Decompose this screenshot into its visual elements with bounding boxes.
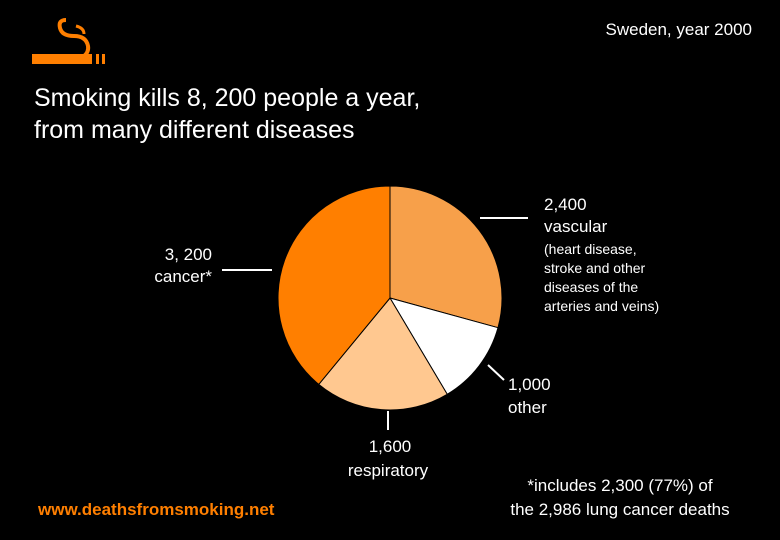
- vascular-detail: (heart disease, stroke and other disease…: [544, 240, 659, 316]
- title-line-2: from many different diseases: [34, 116, 355, 144]
- page-title: Smoking kills 8, 200 people a year, from…: [34, 82, 420, 146]
- pie-slice-vascular: [389, 185, 503, 329]
- pie-slice-respiratory: [318, 297, 448, 411]
- leader-other: [487, 364, 505, 381]
- respiratory-value-label: 1,600: [368, 437, 412, 456]
- footnote-line-1: *includes 2,300 (77%) of: [527, 476, 713, 495]
- website-link[interactable]: www.deathsfromsmoking.net: [38, 500, 275, 519]
- vascular-detail-line: arteries and veins): [544, 298, 660, 314]
- title-line-1: Smoking kills 8, 200 people a year,: [34, 84, 421, 112]
- pie-slice-cancer: [277, 185, 391, 386]
- pie-slice-other: [388, 297, 499, 395]
- vascular-name-label: vascular: [544, 217, 608, 236]
- region-year-label: Sweden, year 2000: [605, 20, 753, 39]
- respiratory-name-label: respiratory: [347, 461, 429, 480]
- other-value-label: 1,000: [508, 375, 551, 394]
- vascular-detail-line: (heart disease,: [544, 241, 637, 257]
- vascular-detail-line: diseases of the: [544, 279, 639, 295]
- cigarette-smoke-icon: [32, 18, 105, 64]
- cancer-name-label: cancer*: [154, 267, 212, 286]
- footnote: *includes 2,300 (77%) of the 2,986 lung …: [470, 474, 770, 522]
- vascular-detail-line: stroke and other: [544, 260, 646, 276]
- cancer-value-label: 3, 200: [164, 245, 212, 264]
- vascular-value-label: 2,400: [544, 195, 587, 214]
- other-name-label: other: [508, 398, 547, 417]
- footnote-line-2: the 2,986 lung cancer deaths: [510, 500, 730, 519]
